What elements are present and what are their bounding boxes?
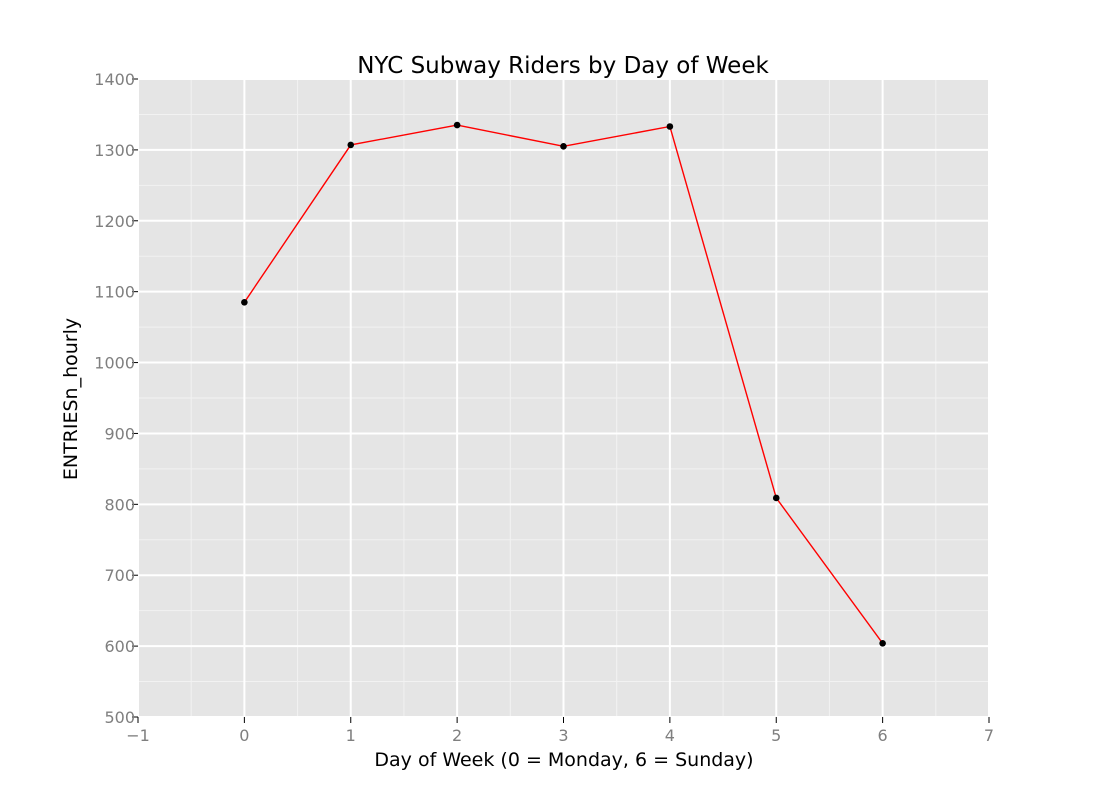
x-tick-labels: −1 0 1 2 3 4 5 6 7 bbox=[126, 726, 994, 745]
data-point bbox=[879, 639, 886, 647]
y-tick-label: 1200 bbox=[94, 212, 135, 231]
data-point bbox=[666, 123, 674, 130]
x-tick-label: −1 bbox=[126, 726, 150, 745]
x-tick-label: 6 bbox=[878, 726, 888, 745]
data-point bbox=[347, 141, 355, 149]
y-tick-label: 1400 bbox=[94, 70, 135, 89]
y-axis-label: ENTRIESn_hourly bbox=[60, 318, 82, 480]
y-tick-labels: 500 600 700 800 900 1000 1100 1200 1300 1400 bbox=[94, 70, 135, 727]
x-tick-label: 1 bbox=[346, 726, 356, 745]
major-gridlines bbox=[137, 78, 990, 718]
data-point bbox=[772, 494, 780, 502]
y-tick-label: 500 bbox=[104, 708, 135, 727]
axis-tick-marks bbox=[132, 78, 990, 723]
y-tick-label: 1100 bbox=[94, 283, 135, 302]
data-point bbox=[453, 121, 461, 129]
x-tick-label: 4 bbox=[665, 726, 675, 745]
y-tick-label: 800 bbox=[104, 495, 135, 514]
y-tick-label: 600 bbox=[104, 637, 135, 656]
x-tick-label: 0 bbox=[239, 726, 249, 745]
x-axis-label: Day of Week (0 = Monday, 6 = Sunday) bbox=[374, 749, 753, 771]
y-tick-label: 1300 bbox=[94, 141, 135, 160]
x-tick-label: 3 bbox=[558, 726, 568, 745]
y-tick-label: 1000 bbox=[94, 354, 135, 373]
x-tick-label: 7 bbox=[984, 726, 994, 745]
y-tick-label: 700 bbox=[104, 566, 135, 585]
series-points bbox=[241, 121, 886, 647]
x-tick-label: 2 bbox=[452, 726, 462, 745]
x-tick-label: 5 bbox=[771, 726, 781, 745]
chart-title: NYC Subway Riders by Day of Week bbox=[357, 53, 769, 79]
data-point bbox=[560, 143, 567, 150]
y-tick-label: 900 bbox=[104, 424, 135, 443]
data-point bbox=[241, 299, 248, 306]
